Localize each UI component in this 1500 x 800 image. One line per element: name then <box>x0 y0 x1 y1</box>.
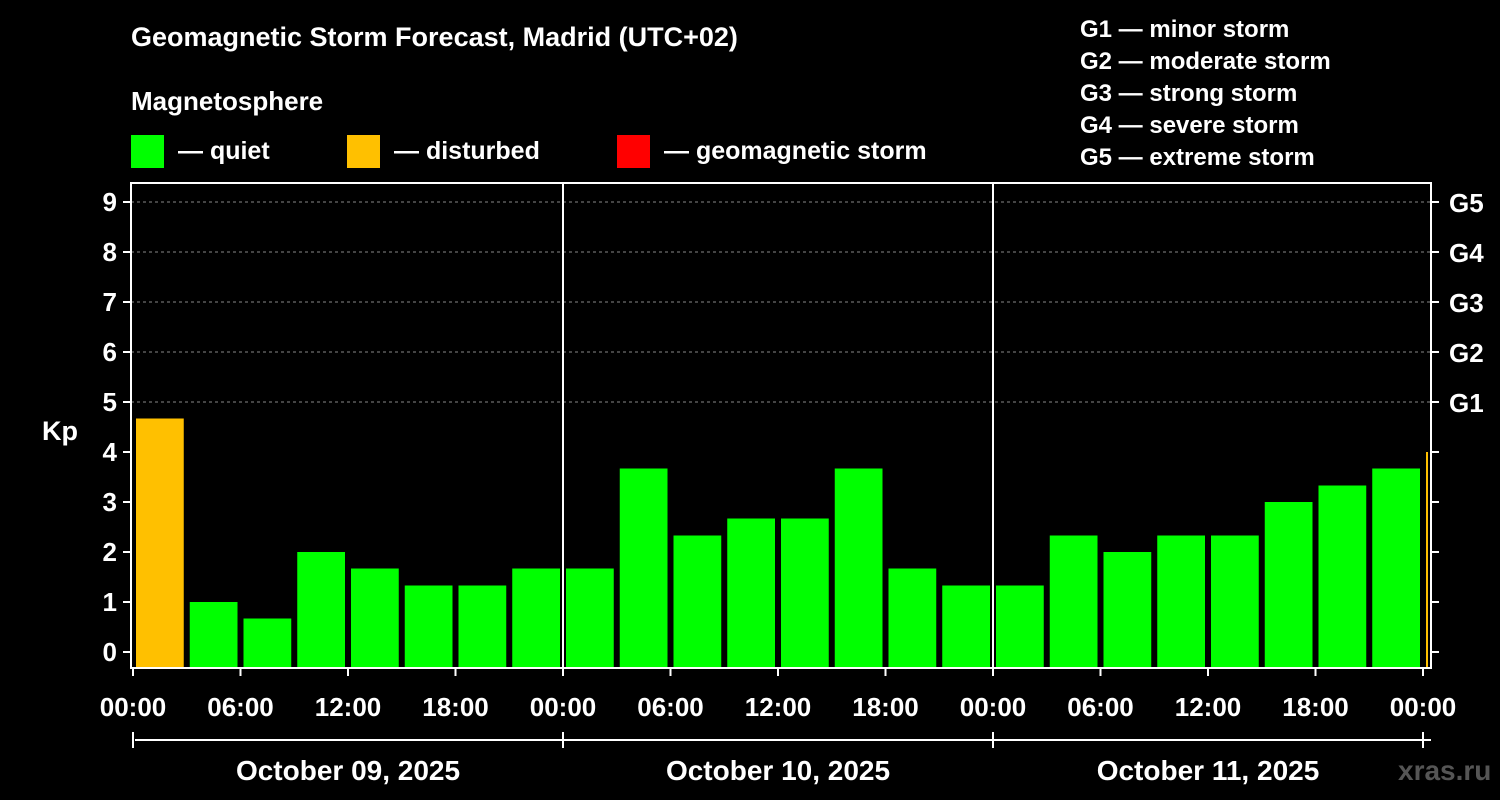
x-tick-label: 12:00 <box>1175 692 1242 722</box>
kp-bar <box>619 468 668 668</box>
kp-bar <box>942 585 990 668</box>
y-tick-label: 7 <box>103 287 117 317</box>
day-label: October 09, 2025 <box>236 755 460 786</box>
legend-disturbed-swatch <box>347 134 380 168</box>
x-tick-label: 06:00 <box>637 692 704 722</box>
y-tick-label: 2 <box>103 537 117 567</box>
y-tick-label: 3 <box>103 487 117 517</box>
kp-bar <box>189 602 238 668</box>
x-tick-label: 00:00 <box>530 692 597 722</box>
storm-scale-g3: G3 — strong storm <box>1080 80 1298 107</box>
legend-disturbed: — disturbed <box>347 134 540 168</box>
kp-bar <box>566 568 614 668</box>
legend-storm: — geomagnetic storm <box>617 134 927 168</box>
kp-bar <box>1318 485 1367 668</box>
kp-bar <box>1211 535 1259 668</box>
legend-subtitle: Magnetosphere <box>131 86 324 116</box>
kp-bar <box>1426 452 1428 668</box>
y-tick-label: 4 <box>103 437 118 467</box>
y-tick-label: 0 <box>103 637 117 667</box>
right-tick-label: G3 <box>1449 288 1484 318</box>
x-tick-label: 00:00 <box>1390 692 1457 722</box>
storm-scale-g1: G1 — minor storm <box>1080 16 1290 43</box>
x-tick-label: 06:00 <box>207 692 274 722</box>
x-tick-label: 18:00 <box>1282 692 1349 722</box>
day-label: October 11, 2025 <box>1097 755 1320 786</box>
watermark: xras.ru <box>1398 755 1492 786</box>
storm-scale-g2: G2 — moderate storm <box>1080 48 1331 75</box>
x-tick-label: 06:00 <box>1067 692 1134 722</box>
legend-quiet: — quiet <box>131 134 270 168</box>
kp-bar <box>404 585 453 668</box>
x-tick-label: 12:00 <box>315 692 382 722</box>
kp-bar <box>243 618 292 668</box>
kp-bar <box>458 585 507 668</box>
right-tick-label: G5 <box>1449 188 1484 218</box>
x-tick-label: 00:00 <box>960 692 1027 722</box>
legend-quiet-label: — quiet <box>178 136 270 165</box>
legend-storm-label: — geomagnetic storm <box>664 136 927 165</box>
legend-quiet-swatch <box>131 134 164 168</box>
kp-bar <box>1049 535 1098 668</box>
plot-frame <box>130 182 1432 669</box>
x-tick-label: 12:00 <box>745 692 812 722</box>
y-tick-label: 5 <box>103 387 117 417</box>
right-tick-label: G1 <box>1449 388 1484 418</box>
y-axis-label: Kp <box>42 416 78 446</box>
storm-scale-g4: G4 — severe storm <box>1080 112 1299 139</box>
y-tick-label: 1 <box>103 587 117 617</box>
y-tick-label: 8 <box>103 237 117 267</box>
y-tick-label: 9 <box>103 187 117 217</box>
legend-disturbed-label: — disturbed <box>394 136 540 165</box>
kp-bar <box>888 568 937 668</box>
chart-title: Geomagnetic Storm Forecast, Madrid (UTC+… <box>131 22 738 52</box>
kp-bar <box>1264 502 1313 668</box>
kp-bar <box>1157 535 1205 668</box>
day-label: October 10, 2025 <box>666 755 890 786</box>
y-tick-label: 6 <box>103 337 117 367</box>
right-tick-label: G2 <box>1449 338 1484 368</box>
x-tick-label: 00:00 <box>100 692 167 722</box>
storm-scale-legend: G1 — minor storm G2 — moderate storm G3 … <box>1080 14 1331 174</box>
x-tick-label: 18:00 <box>422 692 489 722</box>
kp-bar <box>673 535 722 668</box>
kp-bar <box>351 568 399 668</box>
kp-bar <box>297 552 345 668</box>
kp-bar <box>834 468 883 668</box>
kp-bar <box>727 518 775 668</box>
legend-storm-swatch <box>617 134 650 168</box>
kp-bar <box>1103 552 1152 668</box>
right-tick-label: G4 <box>1449 238 1484 268</box>
kp-bar <box>1372 468 1420 668</box>
storm-scale-g5: G5 — extreme storm <box>1080 144 1315 171</box>
kp-bar <box>781 518 829 668</box>
kp-bar <box>136 418 184 668</box>
x-tick-label: 18:00 <box>852 692 919 722</box>
kp-bar <box>996 585 1044 668</box>
kp-bar <box>512 568 560 668</box>
